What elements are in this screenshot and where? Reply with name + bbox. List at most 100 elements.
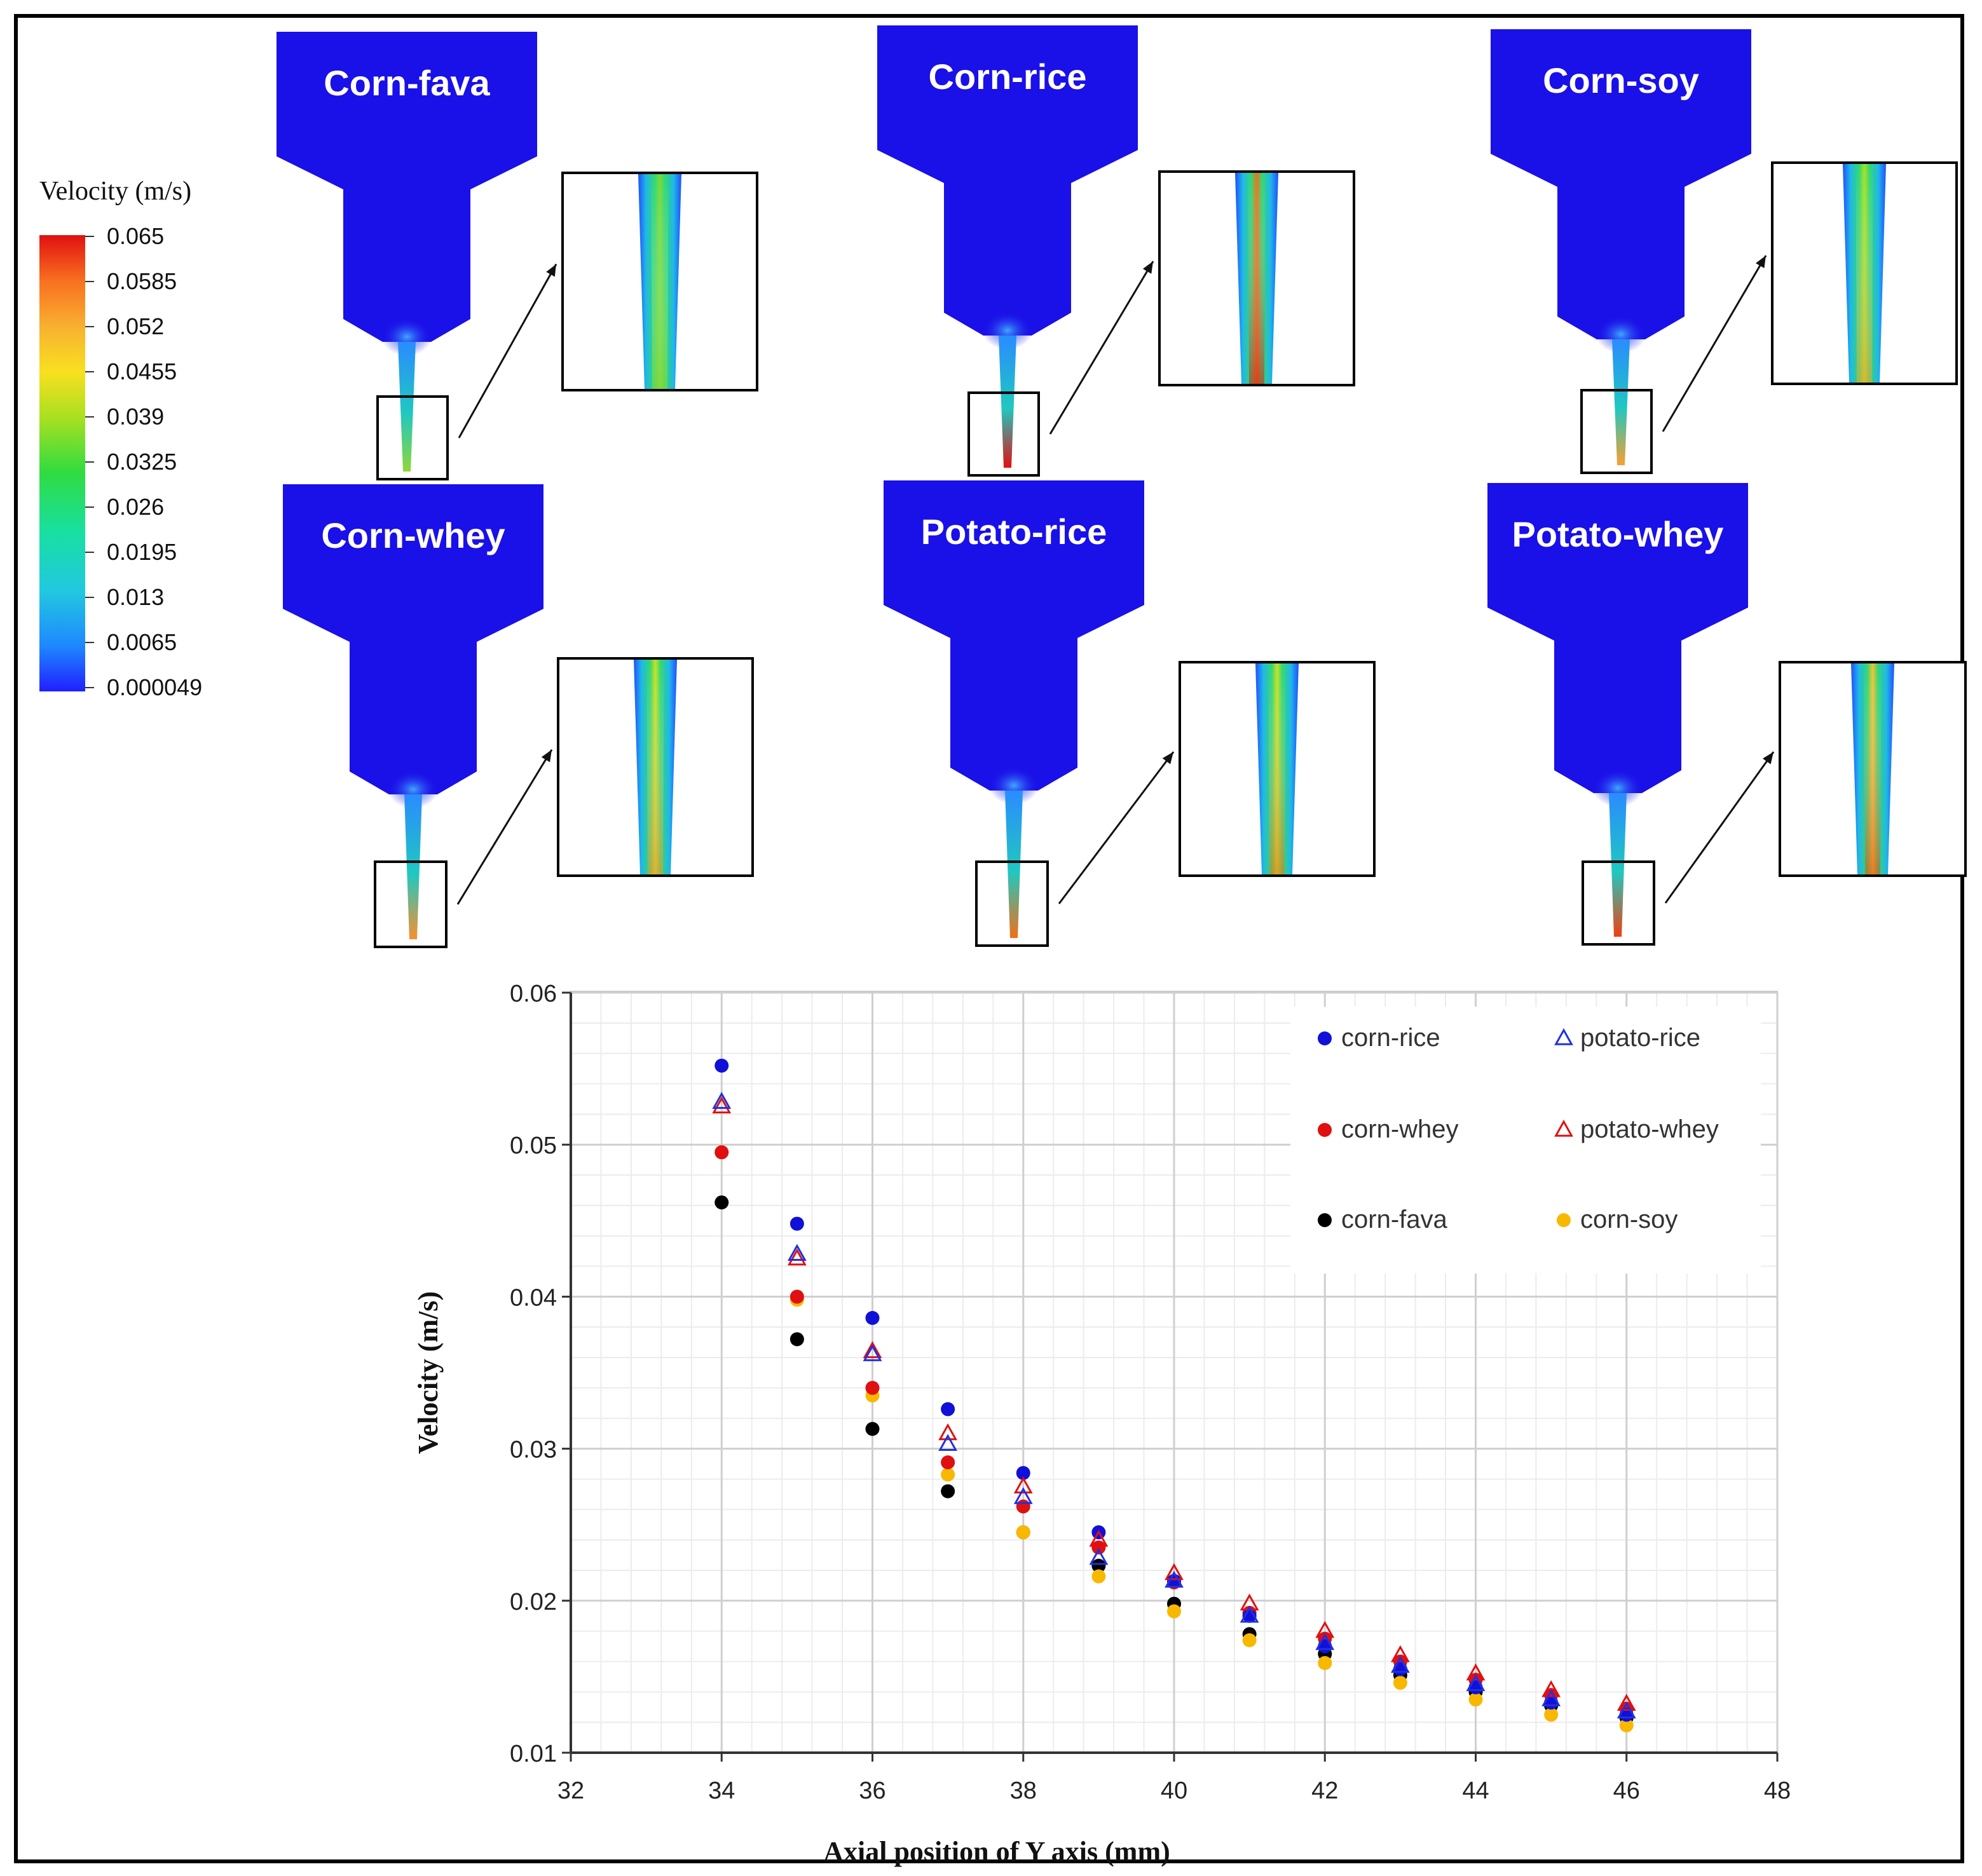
data-point <box>789 1216 804 1231</box>
nozzle-panel: Corn-fava <box>277 32 758 480</box>
capillary <box>1609 793 1627 937</box>
x-tick-label: 46 <box>1613 1777 1640 1804</box>
colorbar-label: 0.0325 <box>107 449 177 475</box>
nozzle-body <box>1491 29 1751 339</box>
data-point <box>863 1344 882 1361</box>
inlet-glow <box>988 766 1039 805</box>
data-point <box>1165 1563 1184 1580</box>
data-point <box>865 1380 880 1395</box>
inlet-glow <box>1592 769 1643 807</box>
legend-box <box>1290 1007 1761 1274</box>
zoom-region-box <box>967 391 1040 477</box>
y-axis-label: Velocity (m/s) <box>413 1291 444 1454</box>
nozzle-title: Corn-whey <box>321 515 505 555</box>
zoom-region-box <box>1582 860 1655 946</box>
data-point <box>714 1058 729 1073</box>
capillary <box>1612 339 1630 465</box>
data-point <box>714 1145 729 1160</box>
colorbar-gradient <box>39 235 85 691</box>
arrow-head-icon <box>546 264 556 277</box>
nozzle-body <box>283 484 543 794</box>
x-tick-label: 42 <box>1311 1777 1338 1804</box>
data-point <box>865 1310 880 1325</box>
colorbar-label: 0.0195 <box>107 539 177 565</box>
arrow-head-icon <box>541 749 552 763</box>
x-axis-label: Axial position of Y axis (mm) <box>823 1836 1170 1867</box>
data-point <box>712 1092 732 1109</box>
data-point <box>1016 1525 1030 1540</box>
data-point <box>1013 1487 1033 1504</box>
zoom-flow-core <box>1248 173 1266 384</box>
nozzle-panel: Potato-whey <box>1487 483 1967 946</box>
data-point <box>1541 1680 1561 1697</box>
legend-label: corn-soy <box>1580 1206 1678 1234</box>
zoom-arrow <box>456 749 553 905</box>
nozzle-panel: Corn-soy <box>1491 29 1958 474</box>
series-potato-rice <box>712 1092 1636 1719</box>
data-point <box>1466 1674 1486 1691</box>
data-point <box>863 1341 882 1359</box>
data-point <box>1541 1689 1561 1706</box>
y-tick-label: 0.06 <box>510 981 557 1007</box>
data-point <box>1318 1655 1332 1670</box>
legend-marker <box>1318 1213 1332 1227</box>
legend-marker <box>1318 1123 1332 1137</box>
arrow-head-icon <box>1162 752 1173 765</box>
data-point <box>1616 1694 1636 1711</box>
colorbar-label: 0.0585 <box>107 268 177 294</box>
data-point <box>941 1402 955 1417</box>
x-tick-label: 34 <box>708 1777 735 1804</box>
nozzle-title: Potato-rice <box>921 512 1107 552</box>
data-point <box>1091 1569 1106 1584</box>
data-point <box>1016 1465 1030 1480</box>
data-point <box>941 1484 955 1499</box>
data-point <box>789 1289 804 1304</box>
data-point <box>1091 1558 1106 1573</box>
data-point <box>1091 1540 1106 1555</box>
data-point <box>938 1434 958 1451</box>
zoom-region-box <box>374 860 448 948</box>
colorbar-label: 0.026 <box>107 494 164 520</box>
legend-marker <box>1554 1028 1573 1045</box>
zoom-arrow <box>458 263 557 438</box>
zoom-arrow <box>1664 751 1775 904</box>
x-tick-label: 36 <box>859 1777 885 1804</box>
zoom-flow-core <box>1864 663 1882 874</box>
zoom-arrow <box>1049 261 1154 435</box>
legend-marker <box>1557 1213 1571 1227</box>
data-point <box>712 1096 732 1113</box>
legend-marker <box>1554 1119 1573 1137</box>
capillary <box>404 794 422 939</box>
nozzle-panel: Corn-rice <box>877 25 1355 477</box>
x-tick-label: 44 <box>1462 1777 1489 1804</box>
data-point <box>1544 1708 1559 1722</box>
data-point <box>1318 1639 1332 1654</box>
y-tick-label: 0.04 <box>510 1284 557 1311</box>
inlet-glow <box>982 311 1033 350</box>
data-point <box>938 1423 958 1441</box>
nozzle-body <box>277 32 537 342</box>
inlet-glow <box>381 318 432 356</box>
nozzle-body <box>1487 483 1748 793</box>
data-point <box>1468 1692 1483 1707</box>
zoom-flow-core <box>651 174 669 389</box>
nozzle-title: Corn-rice <box>929 57 1087 97</box>
data-point <box>1013 1476 1033 1493</box>
colorbar-label: 0.039 <box>107 404 164 430</box>
nozzle-body <box>884 480 1144 791</box>
nozzle-title: Potato-whey <box>1512 514 1724 554</box>
data-point <box>789 1332 804 1347</box>
capillary <box>999 336 1016 468</box>
data-point <box>1468 1680 1483 1695</box>
colorbar: Velocity (m/s) 0.065 0.0585 0.052 0.0455 0.0… <box>39 177 202 700</box>
zoom-flow-core <box>1268 663 1286 874</box>
zoom-arrow <box>1662 255 1767 432</box>
legend-label: corn-whey <box>1341 1115 1459 1143</box>
data-point <box>1242 1633 1257 1647</box>
data-point <box>865 1422 880 1436</box>
data-point <box>787 1248 807 1266</box>
colorbar-label: 0.0065 <box>107 629 177 655</box>
data-point <box>1390 1645 1410 1662</box>
data-point <box>1393 1675 1407 1690</box>
